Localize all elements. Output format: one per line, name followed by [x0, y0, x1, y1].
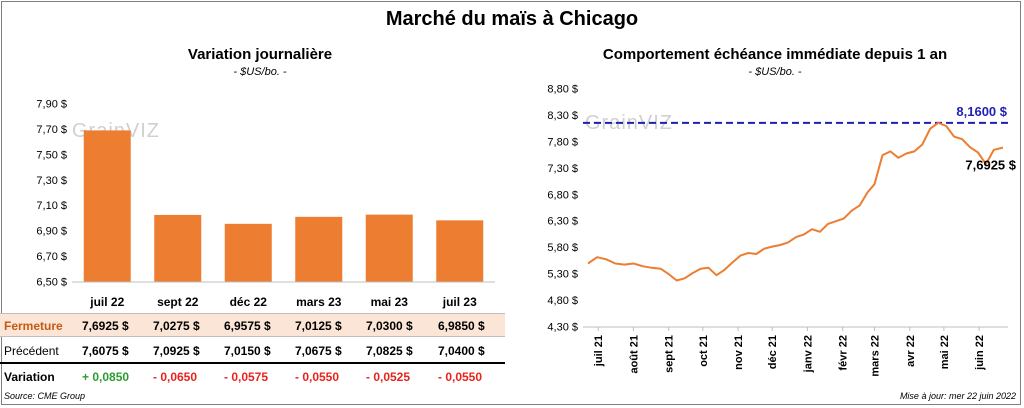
cell-value: 7,0675 $ — [295, 344, 342, 358]
x-tick-label: juil 21 — [593, 335, 605, 367]
x-tick-label: déc 22 — [230, 295, 268, 309]
y-tick-label: 5,30 $ — [547, 269, 578, 281]
x-tick-label: juil 23 — [442, 295, 477, 309]
cell-value: 7,0400 $ — [438, 344, 485, 358]
row-fermeture: Fermeture 7,6925 $ 7,0275 $ 6,9575 $ 7,0… — [0, 313, 505, 337]
right-chart-title: Comportement échéance immédiate depuis 1… — [602, 46, 948, 63]
cell-value: 6,9575 $ — [224, 319, 271, 333]
max-value-label: 8,1600 $ — [956, 104, 1007, 119]
x-tick-label: févr 22 — [838, 335, 850, 370]
y-tick-label: 6,50 $ — [36, 277, 67, 289]
cell-value: - 0,0575 — [224, 370, 269, 384]
cell-value: 7,6925 $ — [82, 319, 129, 333]
cell-value: 7,0825 $ — [366, 344, 413, 358]
cell-value: 7,6075 $ — [82, 344, 129, 358]
bar — [224, 223, 272, 282]
y-tick-label: 6,80 $ — [547, 189, 578, 201]
last-value-label: 7,6925 $ — [965, 158, 1016, 173]
y-tick-label: 7,80 $ — [547, 136, 578, 148]
page-title: Marché du maïs à Chicago — [385, 8, 639, 30]
bar — [436, 220, 484, 282]
row-variation: Variation + 0,0850 - 0,0650 - 0,0575 - 0… — [0, 365, 505, 389]
cell-value: 6,9850 $ — [438, 319, 485, 333]
x-tick-label: mai 22 — [939, 335, 951, 369]
left-chart-title: Variation journalière — [187, 46, 333, 63]
row-precedent: Précédent 7,6075 $ 7,0925 $ 7,0150 $ 7,0… — [0, 339, 505, 364]
y-tick-label: 7,30 $ — [36, 175, 67, 187]
x-tick-label: août 21 — [628, 335, 640, 374]
x-tick-label: sept 22 — [157, 295, 199, 309]
x-tick-label: sept 21 — [664, 335, 676, 373]
x-tick-label: mars 22 — [870, 335, 882, 377]
x-tick-label: juin 22 — [974, 335, 986, 371]
y-tick-label: 4,80 $ — [547, 295, 578, 307]
y-tick-label: 8,30 $ — [547, 110, 578, 122]
row-label: Précédent — [4, 344, 59, 358]
y-tick-label: 8,80 $ — [547, 84, 578, 96]
x-tick-label: déc 21 — [767, 335, 779, 369]
source-note: Source: CME Group — [4, 391, 86, 401]
y-tick-label: 7,90 $ — [36, 99, 67, 111]
left-chart-unit: - $US/bo. - — [233, 66, 287, 78]
cell-value: 7,0125 $ — [295, 319, 342, 333]
row-label: Variation — [4, 370, 55, 384]
y-tick-label: 6,70 $ — [36, 251, 67, 263]
cell-value: 7,0300 $ — [366, 319, 413, 333]
y-tick-label: 4,30 $ — [547, 322, 578, 334]
x-tick-label: nov 21 — [733, 335, 745, 370]
cell-value: - 0,0650 — [153, 370, 198, 384]
cell-value: 7,0150 $ — [224, 344, 271, 358]
cell-value: - 0,0525 — [366, 370, 411, 384]
y-tick-label: 6,90 $ — [36, 226, 67, 238]
row-label: Fermeture — [4, 319, 63, 333]
bar — [83, 130, 131, 282]
price-series-line — [587, 121, 1004, 282]
cell-value: + 0,0850 — [82, 370, 130, 384]
y-tick-label: 7,50 $ — [36, 149, 67, 161]
cell-value: 7,0925 $ — [153, 344, 200, 358]
bar — [154, 214, 202, 282]
x-tick-label: juil 22 — [89, 295, 124, 309]
y-tick-label: 7,70 $ — [36, 124, 67, 136]
x-tick-label: janv 22 — [802, 335, 814, 373]
x-tick-label: oct 21 — [698, 335, 710, 367]
x-tick-label: mars 23 — [296, 295, 342, 309]
update-note: Mise à jour: mer 22 juin 2022 — [899, 391, 1016, 401]
right-chart-unit: - $US/bo. - — [748, 66, 802, 78]
bar — [365, 214, 413, 282]
y-tick-label: 6,30 $ — [547, 216, 578, 228]
cell-value: 7,0275 $ — [153, 319, 200, 333]
cell-value: - 0,0550 — [295, 370, 340, 384]
x-tick-label: mai 23 — [371, 295, 409, 309]
y-tick-label: 7,30 $ — [547, 163, 578, 175]
x-tick-label: avr 22 — [905, 335, 917, 367]
y-tick-label: 5,80 $ — [547, 242, 578, 254]
y-tick-label: 7,10 $ — [36, 200, 67, 212]
cell-value: - 0,0550 — [438, 370, 483, 384]
bar — [295, 216, 343, 282]
